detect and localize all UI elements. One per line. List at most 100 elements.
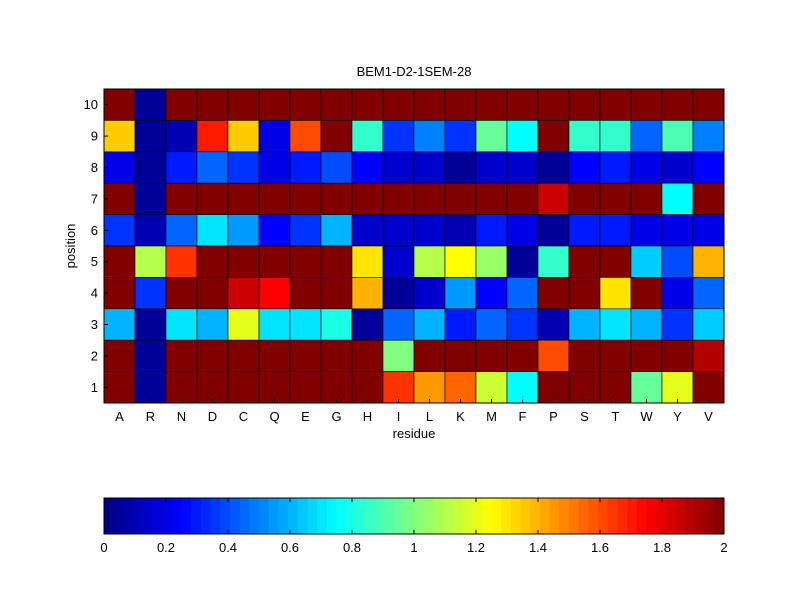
colorbar-segment [336, 498, 347, 534]
heatmap-cell-M-1 [475, 371, 508, 404]
heatmap-cell-S-9 [568, 120, 601, 153]
colorbar-tick-label-1.6: 1.6 [591, 540, 609, 555]
y-axis-label: position [63, 224, 78, 269]
heatmap-cell-Y-3 [661, 308, 694, 341]
heatmap-cell-T-5 [599, 245, 632, 278]
heatmap-cell-P-3 [537, 308, 570, 341]
heatmap-cell-C-9 [227, 120, 260, 153]
colorbar-segment [278, 498, 289, 534]
heatmap-cell-C-3 [227, 308, 260, 341]
colorbar-segment [191, 498, 202, 534]
heatmap-cell-L-4 [413, 277, 446, 310]
colorbar-segment [569, 498, 580, 534]
colorbar-segment [588, 498, 599, 534]
heatmap-cell-R-6 [134, 214, 167, 247]
heatmap-cell-F-3 [506, 308, 539, 341]
colorbar-segment [210, 498, 221, 534]
heatmap-cell-D-3 [196, 308, 229, 341]
heatmap-cell-A-10 [103, 88, 136, 121]
colorbar-tick-labels: 0 0.2 0.4 0.6 0.8 1 1.2 1.4 1.6 1.8 2 [100, 498, 728, 555]
heatmap-cell-V-9 [692, 120, 725, 153]
heatmap-cell-D-8 [196, 151, 229, 184]
heatmap-cell-Q-6 [258, 214, 291, 247]
x-tick-label-C: C [239, 409, 248, 424]
heatmap-cell-M-9 [475, 120, 508, 153]
colorbar-segment [656, 498, 667, 534]
heatmap-cell-Y-1 [661, 371, 694, 404]
colorbar-segment [501, 498, 512, 534]
heatmap-cell-I-5 [382, 245, 415, 278]
heatmap-cell-A-7 [103, 182, 136, 215]
heatmap-cell-T-4 [599, 277, 632, 310]
heatmap-cell-M-7 [475, 182, 508, 215]
heatmap-cell-S-2 [568, 339, 601, 372]
heatmap-cell-G-6 [320, 214, 353, 247]
colorbar-segment [665, 498, 676, 534]
colorbar-segment [249, 498, 260, 534]
colorbar-tick-label-0.4: 0.4 [219, 540, 237, 555]
heatmap-cell-T-8 [599, 151, 632, 184]
heatmap-cell-C-2 [227, 339, 260, 372]
colorbar-segment [617, 498, 628, 534]
heatmap-cell-K-4 [444, 277, 477, 310]
colorbar-segment [384, 498, 396, 534]
colorbar-segment [229, 498, 241, 534]
heatmap-cell-D-1 [196, 371, 229, 404]
heatmap-cell-H-8 [351, 151, 384, 184]
x-tick-label-D: D [208, 409, 217, 424]
colorbar-segment [646, 498, 657, 534]
heatmap-cell-M-10 [475, 88, 508, 121]
heatmap-cell-F-1 [506, 371, 539, 404]
heatmap-cell-V-1 [692, 371, 725, 404]
heatmap-cell-Y-2 [661, 339, 694, 372]
heatmap-cell-S-3 [568, 308, 601, 341]
x-tick-label-A: A [115, 409, 124, 424]
heatmap-cell-C-7 [227, 182, 260, 215]
heatmap-cell-M-2 [475, 339, 508, 372]
heatmap-cell-K-6 [444, 214, 477, 247]
colorbar-segment [675, 498, 686, 534]
heatmap-cell-Y-8 [661, 151, 694, 184]
heatmap-cells [103, 88, 725, 404]
colorbar-segment [268, 498, 279, 534]
heatmap-cell-W-6 [630, 214, 663, 247]
colorbar-tick-label-0: 0 [100, 540, 107, 555]
y-tick-label-4: 4 [91, 286, 98, 301]
heatmap-cell-N-10 [165, 88, 198, 121]
colorbar-tick-label-2: 2 [720, 540, 727, 555]
heatmap-cell-A-5 [103, 245, 136, 278]
heatmap-cell-G-3 [320, 308, 353, 341]
colorbar-segment [433, 498, 444, 534]
heatmap-cell-C-8 [227, 151, 260, 184]
heatmap-cell-F-5 [506, 245, 539, 278]
heatmap-cell-Q-9 [258, 120, 291, 153]
heatmap-cell-R-7 [134, 182, 167, 215]
heatmap-cell-V-3 [692, 308, 725, 341]
colorbar-tick-label-1.4: 1.4 [529, 540, 547, 555]
heatmap-cell-F-2 [506, 339, 539, 372]
heatmap-cell-L-7 [413, 182, 446, 215]
heatmap-cell-E-8 [289, 151, 322, 184]
y-tick-label-2: 2 [91, 348, 98, 363]
x-tick-label-F: F [519, 409, 527, 424]
colorbar-segment [404, 498, 415, 534]
heatmap-cell-M-3 [475, 308, 508, 341]
heatmap-cell-P-10 [537, 88, 570, 121]
x-tick-label-W: W [640, 409, 653, 424]
x-tick-label-Q: Q [269, 409, 279, 424]
heatmap-cell-I-3 [382, 308, 415, 341]
heatmap-cell-Q-3 [258, 308, 291, 341]
heatmap-cell-F-7 [506, 182, 539, 215]
colorbar-tick-label-1: 1 [410, 540, 417, 555]
colorbar-segment [162, 498, 173, 534]
heatmap-cell-P-9 [537, 120, 570, 153]
colorbar-segment [530, 498, 541, 534]
heatmap-cell-S-10 [568, 88, 601, 121]
heatmap-cell-N-1 [165, 371, 198, 404]
heatmap-cell-W-5 [630, 245, 663, 278]
heatmap-cell-F-10 [506, 88, 539, 121]
heatmap-cell-E-10 [289, 88, 322, 121]
heatmap-cell-F-4 [506, 277, 539, 310]
heatmap-cell-M-4 [475, 277, 508, 310]
heatmap-cell-G-4 [320, 277, 353, 310]
